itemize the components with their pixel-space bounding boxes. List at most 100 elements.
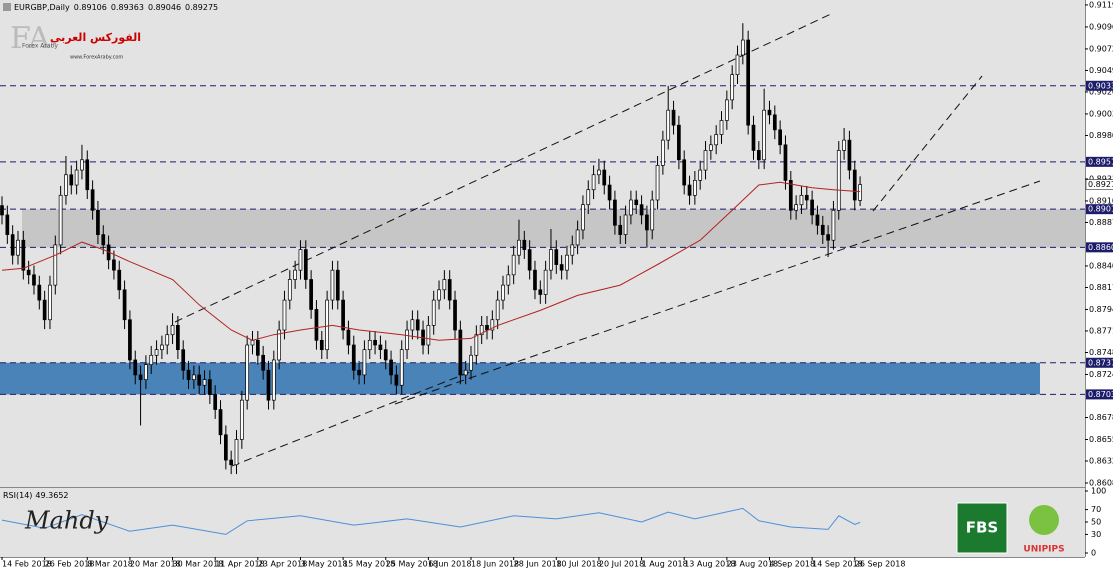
candle-body [298,249,303,271]
candle-body [506,274,511,286]
candle-body [751,124,756,151]
candle-body [373,339,377,346]
y-tick-label: 0.87480 [1089,348,1113,357]
candle-body [565,254,569,271]
candle-body [666,109,671,141]
candle-body [223,434,228,461]
y-tick-label: 0.86320 [1089,456,1113,465]
candle-body [740,39,745,56]
candle-body [250,339,255,346]
x-tick-label: 26 Feb 2018 [45,560,95,569]
candle-body [426,325,431,346]
y-tick-label: 0.90495 [1089,66,1113,75]
candle-body [415,319,420,331]
y-tick-label: 0.89100 [1089,196,1113,205]
trendline [231,371,471,467]
candle-body [255,339,260,356]
candle-body [613,199,617,226]
x-tick-label: 30 Mar 2018 [173,560,224,569]
candle-body [687,184,692,196]
time-axis [0,557,1113,571]
candle-body [693,180,697,196]
candle-body [186,369,191,380]
candle-body [735,54,740,75]
candle-body [602,169,607,186]
candle-body [74,169,79,186]
header: EURGBP,Daily 0.89106 0.89363 0.89046 0.89275 [3,3,218,12]
candle-body [501,284,505,301]
candle-body [282,299,287,331]
candle-body [245,344,250,401]
rsi-name: RSI(14) [3,491,32,500]
candle-body [165,334,170,346]
x-tick-label: 15 May 2018 [343,560,395,569]
candle-body [10,234,15,256]
candle-body [485,325,489,331]
candle-body [64,174,68,196]
candle-body [533,269,537,291]
candle-body [122,289,127,321]
candle-body [37,284,42,301]
candle-body [378,344,383,351]
candle-body [234,439,239,466]
candle-body [213,394,218,410]
candle-body [357,369,361,376]
candle-body [58,194,63,246]
candle-body [21,239,26,271]
trendline [872,75,983,212]
rsi-tick-label: 30 [1091,530,1101,539]
candle-body [197,374,202,386]
candle-body [192,374,196,380]
candle-body [341,299,345,331]
candle-body [463,369,468,376]
candle-body [26,269,31,276]
rsi-tick-label: 100 [1091,487,1106,496]
logo-mark: FA [10,21,50,56]
candle-body [783,144,788,181]
candle-body [724,99,729,121]
candle-body [581,204,585,231]
candle-body [474,334,479,356]
candle-body [431,299,436,326]
x-tick-label: 1 Aug 2018 [642,560,688,569]
level-label: 0.90331 [1088,81,1113,90]
candle-body [495,299,500,321]
level-label: 0.89518 [1088,157,1113,166]
logo-arabic: الفوركس العربي [50,31,141,44]
candle-body [458,329,463,376]
candle-body [271,359,276,401]
candle-body [346,329,351,346]
level-tag [1086,389,1113,400]
candle-body [538,289,543,295]
y-tick-label: 0.90725 [1089,44,1113,53]
price-tag [1085,179,1113,190]
level-label: 0.88604 [1088,243,1113,252]
candle-body [698,169,703,181]
candle-body [554,249,559,265]
header-price: 0.89275 [185,3,218,12]
candle-body [325,299,329,351]
badge-text: FBS [966,519,998,537]
x-tick-label: 13 Aug 2018 [684,560,735,569]
logo-brand: Forex Araby [22,43,58,50]
candle-body [799,194,804,206]
x-tick-label: 25 May 2018 [386,560,438,569]
candle-body [842,139,846,151]
candle-body [293,269,297,280]
candle-body [90,189,95,211]
candle-body [383,349,388,361]
y-tick-label: 0.90265 [1089,87,1113,96]
candle-body [16,239,20,256]
candle-body [815,214,820,226]
candle-body [591,174,596,191]
candle-body [682,159,687,186]
candle-body [831,209,836,241]
candle-body [597,169,601,176]
y-tick-label: 0.87245 [1089,370,1113,379]
rsi-tick-label: 50 [1091,518,1101,527]
candle-body [623,214,628,235]
candle-body [730,74,735,101]
y-tick-label: 0.87940 [1089,305,1113,314]
watermark: Mahdy [24,507,109,535]
rsi-line [1,507,861,535]
